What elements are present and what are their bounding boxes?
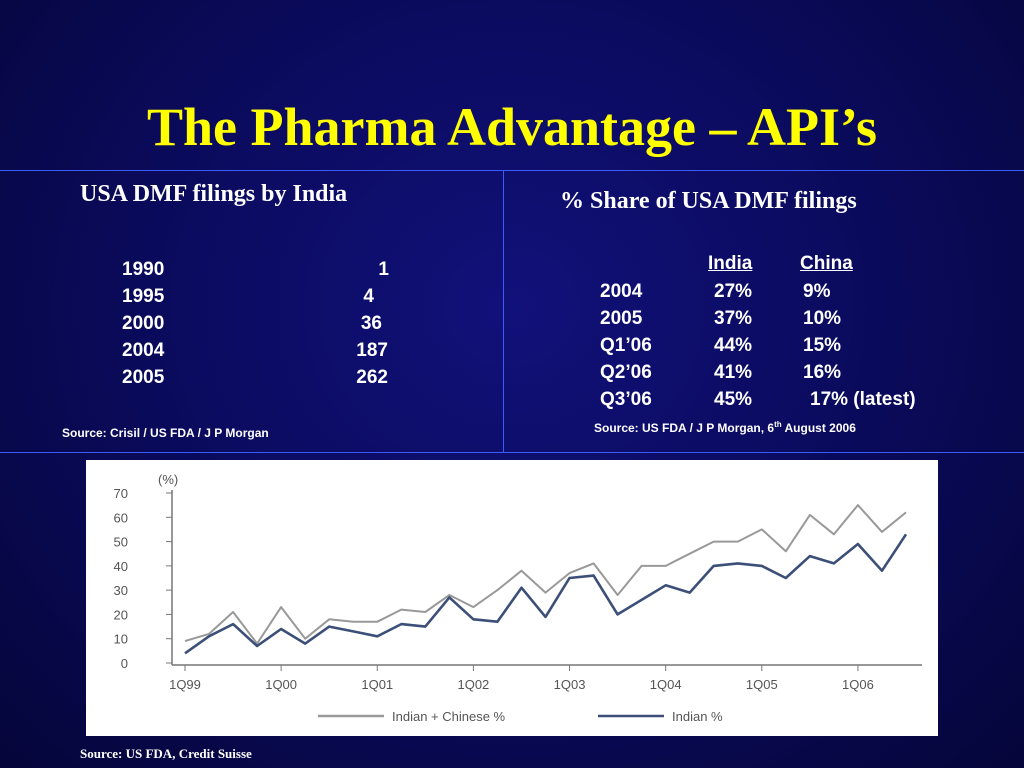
period-cell: 2005 <box>600 308 643 329</box>
year-cell: 1990 <box>122 259 165 280</box>
count-cell: 4 <box>363 286 374 307</box>
period-cell: Q2’06 <box>600 362 652 383</box>
india-cell: 41% <box>714 362 753 383</box>
y-tick-label: 50 <box>114 535 128 550</box>
series-line-indian <box>184 533 908 655</box>
chart-canvas: 0 10 20 30 40 50 60 70 (%) 1Q99 1Q00 1Q01 1Q02 1Q03 1Q… <box>114 472 922 724</box>
india-cell: 27% <box>714 281 753 302</box>
china-cell: 10% <box>803 308 842 329</box>
period-cell: Q3’06 <box>600 389 652 410</box>
period-cell: Q1’06 <box>600 335 652 356</box>
column-header-china: China <box>800 253 853 274</box>
y-tick-label: 70 <box>114 486 128 501</box>
china-cell: 9% <box>803 281 831 302</box>
x-tick-label: 1Q00 <box>265 677 297 692</box>
india-cell: 44% <box>714 335 753 356</box>
top-divider <box>0 170 1024 171</box>
source-day: 6 <box>767 421 775 435</box>
x-tick-label: 1Q06 <box>842 677 874 692</box>
year-cell: 1995 <box>122 286 165 307</box>
year-cell: 2000 <box>122 313 165 334</box>
x-tick-label: 1Q02 <box>457 677 489 692</box>
count-cell: 1 <box>378 259 389 280</box>
india-cell: 45% <box>714 389 753 410</box>
china-cell: 16% <box>803 362 842 383</box>
y-tick-label: 10 <box>114 632 128 647</box>
china-cell: 17% (latest) <box>810 389 916 410</box>
period-cell: 2004 <box>600 281 643 302</box>
right-heading: % Share of USA DMF filings <box>560 188 857 214</box>
y-tick-label: 60 <box>114 510 128 525</box>
source-text: Source: US FDA / J P Morgan, <box>594 421 765 435</box>
x-tick-label: 1Q99 <box>169 677 201 692</box>
y-tick-label: 20 <box>114 607 128 622</box>
chart-source: Source: US FDA, Credit Suisse <box>80 746 252 761</box>
x-tick-label: 1Q01 <box>361 677 393 692</box>
count-cell: 262 <box>356 367 388 388</box>
y-axis-label: (%) <box>158 472 178 487</box>
y-tick-label: 30 <box>114 583 128 598</box>
source-ordinal: th <box>774 420 782 429</box>
left-heading: USA DMF filings by India <box>80 181 348 207</box>
year-cell: 2005 <box>122 367 165 388</box>
china-cell: 15% <box>803 335 842 356</box>
y-tick-label: 40 <box>114 559 128 574</box>
right-source: Source: US FDA / J P Morgan, 6th August … <box>594 420 856 435</box>
count-cell: 187 <box>356 340 388 361</box>
x-tick-label: 1Q05 <box>746 677 778 692</box>
column-divider <box>503 170 504 452</box>
year-cell: 2004 <box>122 340 165 361</box>
x-tick-label: 1Q03 <box>554 677 586 692</box>
x-tick-label: 1Q04 <box>650 677 682 692</box>
legend-label: Indian % <box>672 709 723 724</box>
slide-title: The Pharma Advantage – API’s <box>146 97 878 157</box>
india-cell: 37% <box>714 308 753 329</box>
count-cell: 36 <box>360 313 382 334</box>
column-header-india: India <box>708 253 753 274</box>
legend-label: Indian + Chinese % <box>392 709 506 724</box>
bottom-divider <box>0 452 1024 453</box>
left-source: Source: Crisil / US FDA / J P Morgan <box>62 426 269 440</box>
dmf-share-chart: 0 10 20 30 40 50 60 70 (%) 1Q99 1Q00 1Q01 1Q02 1Q03 1Q… <box>86 460 938 736</box>
source-date: August 2006 <box>784 421 856 435</box>
series-line-indian-chinese <box>184 504 907 645</box>
y-tick-label: 0 <box>121 656 128 671</box>
